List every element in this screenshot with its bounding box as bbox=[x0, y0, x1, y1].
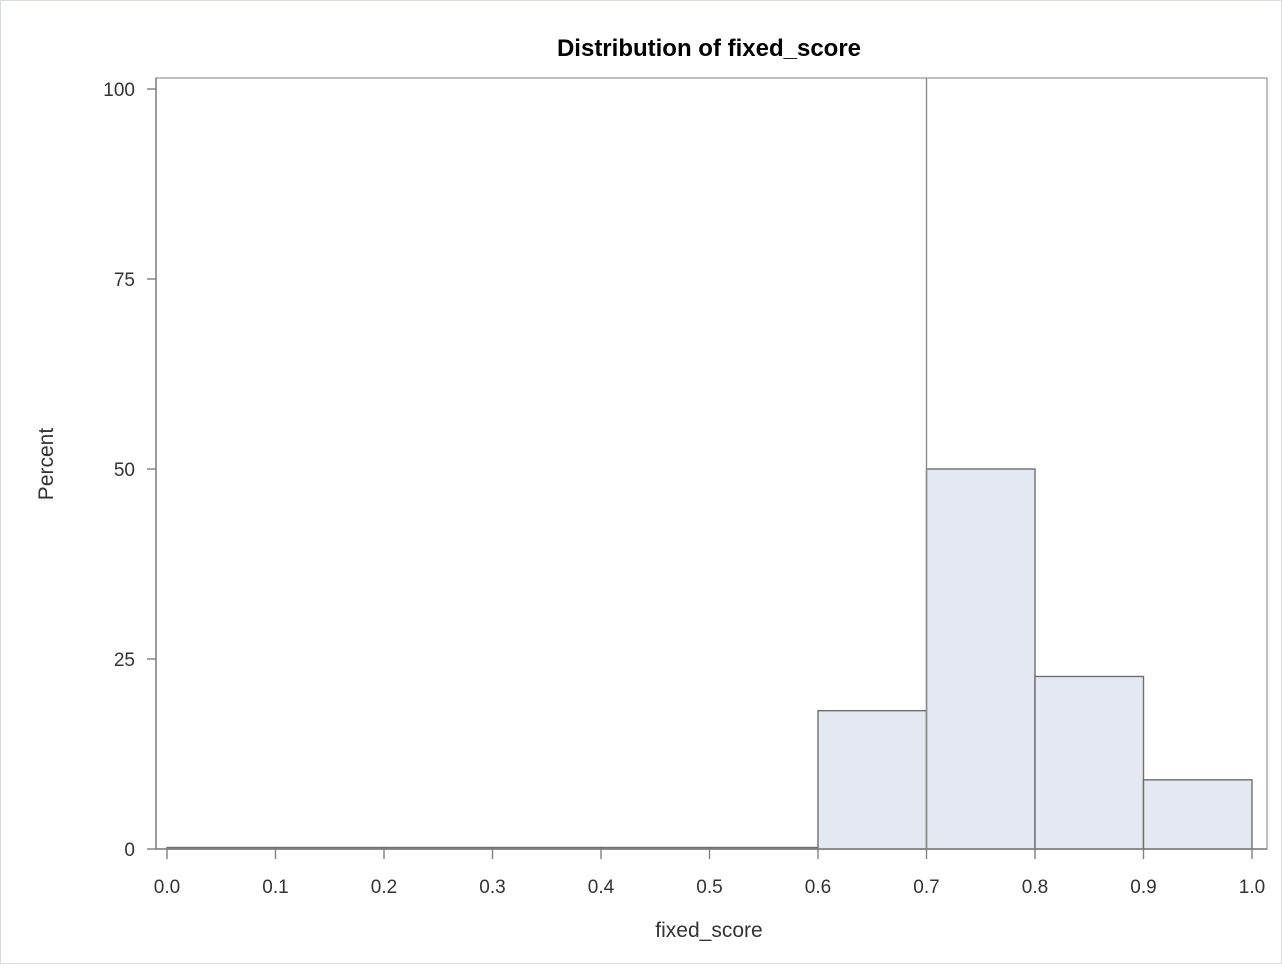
y-axis-ticks: 0 25 50 75 100 bbox=[103, 80, 156, 861]
chart-title: Distribution of fixed_score bbox=[557, 35, 861, 62]
y-tick-label-3: 75 bbox=[114, 270, 135, 291]
histogram-bar-6 bbox=[817, 709, 928, 850]
x-tick-label-9: 0.9 bbox=[1130, 877, 1156, 898]
x-tick-label-4: 0.4 bbox=[588, 877, 615, 898]
y-tick-label-2: 50 bbox=[114, 460, 135, 481]
x-tick-label-5: 0.5 bbox=[696, 877, 722, 898]
x-tick-label-1: 0.1 bbox=[262, 877, 288, 898]
histogram-bar-8 bbox=[1034, 675, 1145, 850]
x-tick-label-2: 0.2 bbox=[371, 877, 397, 898]
x-tick-label-10: 1.0 bbox=[1239, 877, 1265, 898]
y-tick-label-4: 100 bbox=[103, 80, 135, 101]
x-tick-label-7: 0.7 bbox=[913, 877, 939, 898]
histogram-bar-7 bbox=[925, 468, 1036, 850]
x-tick-label-6: 0.6 bbox=[805, 877, 831, 898]
y-tick-label-1: 25 bbox=[114, 650, 135, 671]
x-tick-label-0: 0.0 bbox=[154, 877, 180, 898]
x-tick-label-3: 0.3 bbox=[479, 877, 505, 898]
y-tick-label-0: 0 bbox=[124, 840, 135, 861]
y-axis-label: Percent bbox=[35, 428, 58, 501]
histogram-bar-9 bbox=[1142, 779, 1253, 850]
x-axis-ticks: 0.0 0.1 0.2 0.3 0.4 0.5 0.6 0.7 0.8 0.9 1.0 bbox=[154, 849, 1265, 898]
x-axis-label: fixed_score bbox=[655, 919, 762, 942]
x-tick-label-8: 0.8 bbox=[1022, 877, 1048, 898]
